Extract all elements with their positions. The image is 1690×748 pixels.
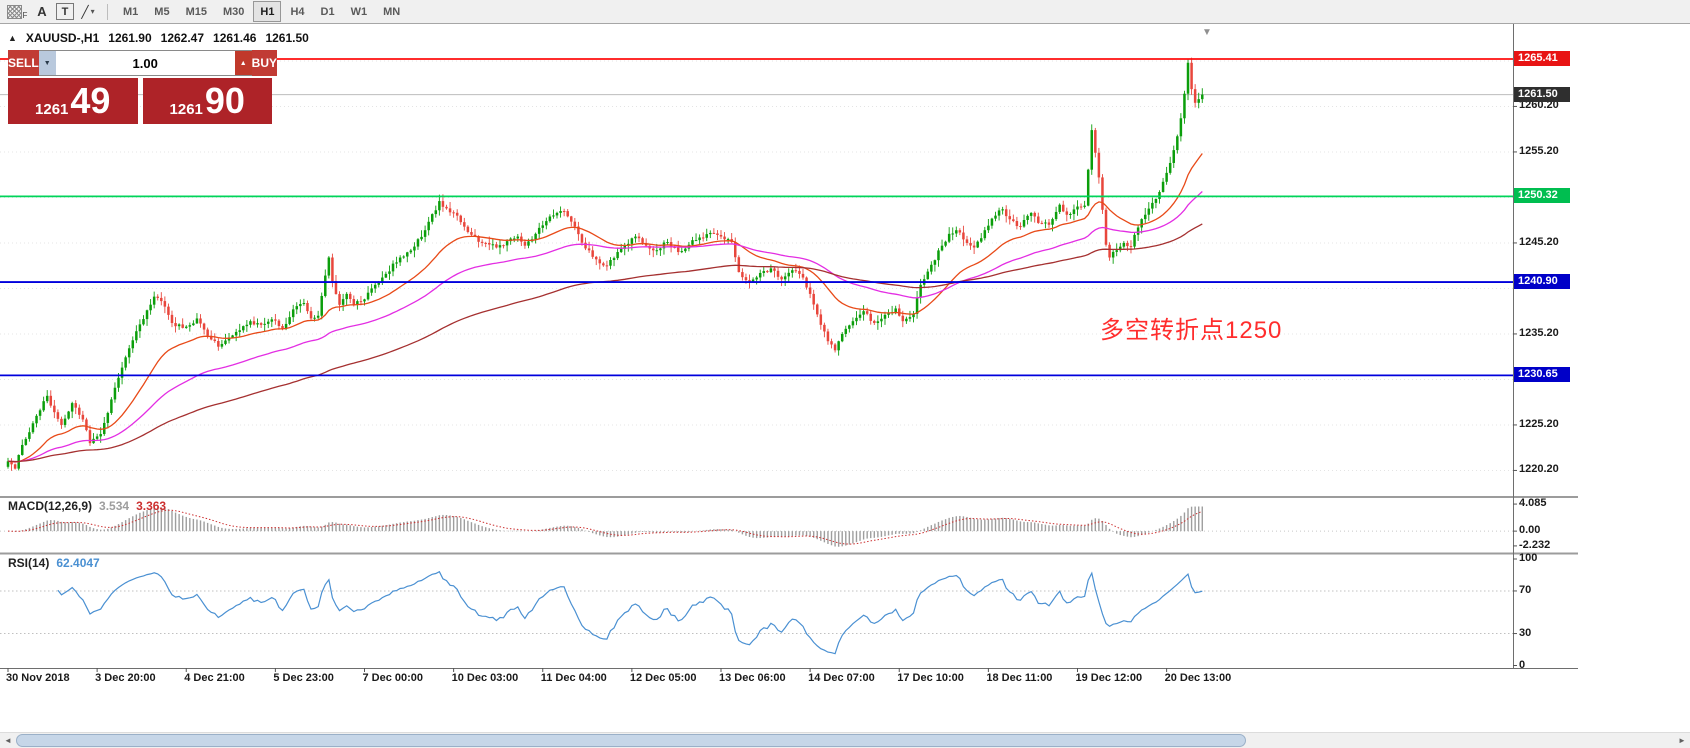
moving-average-lines bbox=[7, 153, 1203, 463]
grid-icon bbox=[6, 4, 22, 19]
grid-sub-label: F bbox=[22, 11, 28, 20]
rsi-label: RSI(14) bbox=[8, 556, 50, 570]
one-click-toggle-icon[interactable]: ▲ bbox=[8, 33, 17, 43]
sell-price-pips: 49 bbox=[70, 80, 111, 121]
candles bbox=[6, 57, 1204, 471]
timeframe-buttons: M1 M5 M15 M30 H1 H4 D1 W1 MN bbox=[116, 1, 407, 22]
timeframe-button-mn[interactable]: MN bbox=[383, 5, 401, 18]
text-tool-icon[interactable]: T bbox=[56, 3, 74, 20]
timeframe-button-h1[interactable]: H1 bbox=[253, 1, 282, 22]
volume-increment-button[interactable]: ▲ bbox=[234, 51, 252, 75]
grid-settings-button[interactable]: F bbox=[6, 2, 28, 22]
macd-main-value: 3.534 bbox=[99, 499, 130, 513]
ohlc-low-value: 1261.46 bbox=[213, 31, 257, 45]
ma-line-60 bbox=[7, 191, 1203, 463]
volume-input[interactable] bbox=[55, 51, 235, 75]
pane-separators bbox=[0, 24, 1578, 669]
label-tool-icon[interactable]: A bbox=[37, 4, 47, 19]
dropdown-caret-icon: ▾ bbox=[90, 7, 95, 16]
rsi-value: 62.4047 bbox=[56, 556, 100, 570]
buy-price-tile[interactable]: 1261 90 bbox=[142, 78, 272, 124]
buy-price-base: 1261 bbox=[169, 101, 203, 118]
sell-price-tile[interactable]: 1261 49 bbox=[8, 78, 138, 124]
ohlc-open-value: 1261.90 bbox=[108, 31, 152, 45]
buy-price-pips: 90 bbox=[204, 80, 245, 121]
trendline-tool-button[interactable]: ╱ ▾ bbox=[77, 2, 99, 22]
timeframe-button-m15[interactable]: M15 bbox=[185, 5, 207, 18]
caret-up-icon: ▲ bbox=[239, 59, 247, 67]
timeframe-button-m30[interactable]: M30 bbox=[222, 5, 245, 18]
volume-decrement-button[interactable]: ▼ bbox=[38, 51, 56, 75]
chart-shift-marker[interactable]: ▼ bbox=[1202, 27, 1212, 38]
chart-annotation: 多空转折点1250 bbox=[1100, 317, 1283, 344]
macd-signal-value: 3.363 bbox=[136, 499, 167, 513]
volume-control: ▼ ▲ bbox=[38, 50, 252, 76]
scrollbar-thumb[interactable] bbox=[16, 734, 1246, 747]
scrollbar-track[interactable] bbox=[16, 733, 1674, 748]
macd-indicator bbox=[0, 506, 1513, 547]
timeframe-button-d1[interactable]: D1 bbox=[320, 5, 335, 18]
rsi-pane-title: RSI(14) 62.4047 bbox=[8, 556, 100, 570]
timeframe-button-w1[interactable]: W1 bbox=[350, 5, 368, 18]
trade-panel-controls: SELL ▼ ▲ BUY bbox=[8, 50, 278, 76]
ma-line-25 bbox=[7, 153, 1203, 463]
main-toolbar: F A T ╱ ▾ M1 M5 M15 M30 H1 H4 D1 W1 MN bbox=[0, 0, 1690, 24]
macd-label: MACD(12,26,9) bbox=[8, 499, 93, 513]
sell-price-base: 1261 bbox=[35, 101, 69, 118]
buy-button[interactable]: BUY bbox=[251, 50, 278, 76]
trendline-icon: ╱ bbox=[81, 4, 89, 19]
one-click-trade-panel: SELL ▼ ▲ BUY 1261 49 1261 90 bbox=[8, 50, 278, 124]
timeframe-button-h4[interactable]: H4 bbox=[290, 5, 305, 18]
rsi-indicator bbox=[0, 570, 1513, 655]
symbol-period-label: XAUUSD-,H1 bbox=[25, 31, 100, 45]
timeframe-button-m1[interactable]: M1 bbox=[123, 5, 139, 18]
axis-ticks bbox=[7, 105, 1517, 672]
toolbar-separator bbox=[107, 3, 108, 20]
ohlc-close-value: 1261.50 bbox=[265, 31, 309, 45]
scroll-right-button[interactable]: ► bbox=[1678, 736, 1686, 745]
sell-button[interactable]: SELL bbox=[8, 50, 39, 76]
symbol-header: ▲ XAUUSD-,H1 1261.90 1262.47 1261.46 126… bbox=[8, 31, 309, 45]
caret-down-icon: ▼ bbox=[43, 59, 51, 67]
trade-panel-prices: 1261 49 1261 90 bbox=[8, 78, 272, 124]
macd-pane-title: MACD(12,26,9) 3.534 3.363 bbox=[8, 499, 166, 513]
timeframe-button-m5[interactable]: M5 bbox=[154, 5, 170, 18]
ohlc-high-value: 1262.47 bbox=[160, 31, 205, 45]
horizontal-scrollbar: ◄ ► bbox=[0, 732, 1690, 748]
scroll-left-button[interactable]: ◄ bbox=[4, 736, 12, 745]
ma-line-130 bbox=[7, 223, 1203, 463]
